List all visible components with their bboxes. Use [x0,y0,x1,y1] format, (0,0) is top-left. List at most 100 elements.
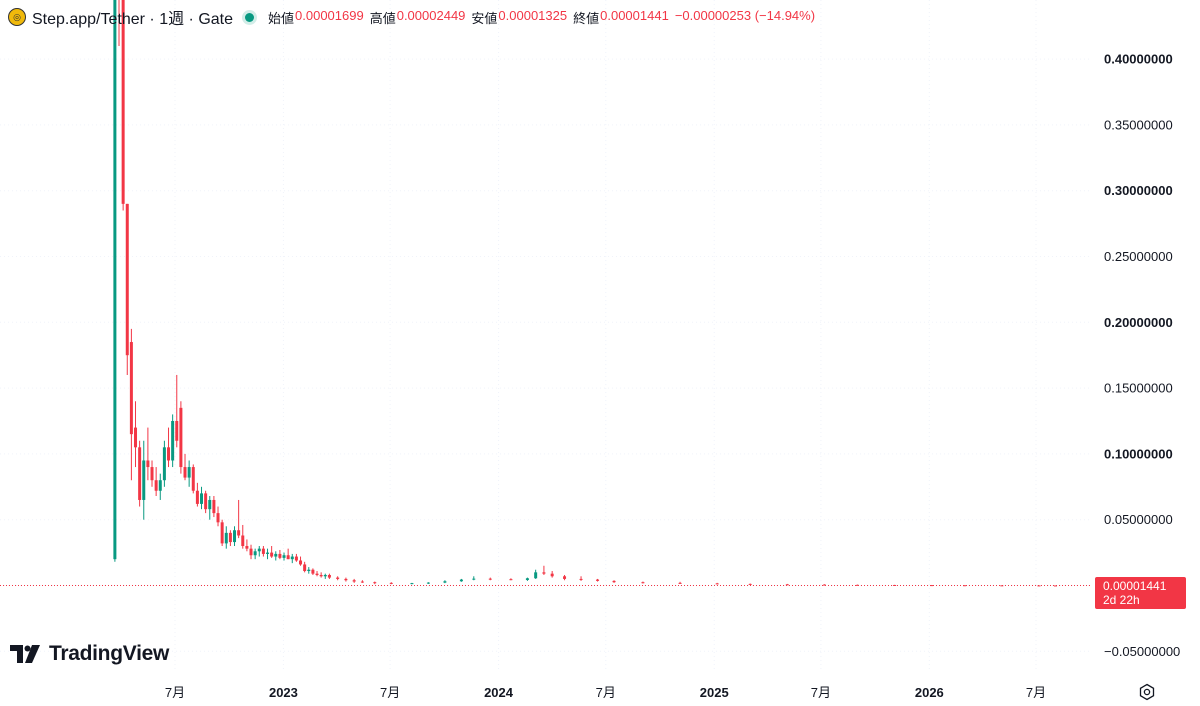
candle-down [121,0,125,211]
low-label: 安値 [471,10,498,26]
candle-up [282,552,286,561]
price-axis[interactable]: 0.850000000.800000000.750000000.70000000… [1104,0,1180,706]
bar-countdown: 2d 22h [1103,593,1140,607]
candle-down [963,585,967,587]
candle-down [893,584,897,586]
price-tick-label: 0.10000000 [1104,446,1173,461]
symbol-title[interactable]: Step.app/Tether · 1週 · Gate [32,5,233,29]
time-tick-label: 2023 [269,685,298,700]
candle-down [299,556,303,566]
time-tick-label: 2024 [484,685,514,700]
candle-up [274,551,278,561]
candle-down [212,496,216,518]
last-price-value: 0.00001441 [1103,579,1167,593]
candle-up [187,460,191,487]
time-tick-label: 7月 [596,685,616,700]
price-tick-label: 0.45000000 [1104,0,1173,1]
candle-up [525,577,529,581]
candle-up [162,440,166,487]
high-value: 0.00002449 [396,7,466,23]
candle-down [360,580,364,583]
price-tick-label: 0.30000000 [1104,183,1173,198]
candles [113,0,1057,587]
candle-down [563,574,567,581]
brand-name: TradingView [49,642,170,665]
candle-down [488,577,492,581]
price-tick-label: −0.05000000 [1104,644,1180,659]
price-tick-label: 0.25000000 [1104,249,1173,264]
candle-down [315,571,319,577]
candle-down [286,548,290,560]
candle-down [204,490,208,514]
time-tick-label: 7月 [1026,685,1046,700]
candle-up [142,440,146,520]
title-separator: · [184,11,199,28]
candle-up [257,546,261,557]
gear-icon[interactable] [1137,682,1157,702]
candle-down [336,576,340,581]
price-tick-label: 0.05000000 [1104,512,1173,527]
candle-up [233,526,237,547]
candle-down [612,580,616,583]
candle-up [307,567,311,574]
candle-down [146,427,150,481]
candle-up [323,573,327,579]
candle-down [270,546,274,558]
candle-up [443,580,447,584]
tradingview-brand[interactable]: TradingView [10,642,169,666]
candle-down [344,577,348,582]
candle-down [373,581,377,585]
open-label: 始値 [268,10,295,26]
candle-down [195,482,199,507]
candle-up [426,582,430,584]
candle-down [150,460,154,487]
candle-down [352,578,356,583]
candle-down [550,571,554,578]
candle-down [579,576,583,581]
candle-down [220,519,224,547]
price-tick-label: 0.15000000 [1104,381,1173,396]
candle-down [509,578,513,581]
chart-legend: ◎ Step.app/Tether · 1週 · Gate 始値 0.000016… [8,6,815,28]
high-label: 高値 [369,10,396,26]
candle-down [311,568,315,575]
candle-down [129,328,133,481]
candle-up [459,578,463,582]
open-value: 0.00001699 [295,7,364,23]
candle-down [303,561,307,573]
candle-down [175,374,179,448]
candle-down [179,401,183,474]
candle-up [290,553,294,564]
tradingview-logo-icon [10,645,40,663]
candle-down [715,582,719,585]
time-tick-label: 2025 [700,685,729,700]
low-value: 0.00001325 [498,7,568,23]
grid [0,0,1092,672]
market-status-icon[interactable] [245,12,254,22]
symbol-name: Step.app/Tether [32,11,145,28]
exchange-label: Gate [198,11,233,28]
time-axis[interactable]: 7月 2023 7月 2024 7月 2025 7月 2026 7月 [165,685,1046,700]
candle-down [261,546,265,557]
candle-down [678,581,682,584]
candle-down [1053,585,1057,587]
title-separator: · [144,11,160,28]
candle-up [472,576,476,581]
candle-up [266,548,270,560]
candle-up [224,526,228,549]
candle-down [125,203,129,375]
candle-down [167,427,171,468]
candle-down [641,581,645,584]
candle-up [534,569,538,579]
coin-logo-icon: ◎ [8,8,26,26]
candle-down [134,401,138,468]
price-tick-label: 0.20000000 [1104,315,1173,330]
candle-up [158,473,162,500]
time-tick-label: 7月 [165,685,185,700]
candle-down [327,573,331,579]
candle-down [748,583,752,585]
last-price-badge: 0.00001441 2d 22h [1095,577,1186,609]
close-value: 0.00001441 [600,7,669,23]
change-value: −0.00000253 (−14.94%) [674,7,816,23]
